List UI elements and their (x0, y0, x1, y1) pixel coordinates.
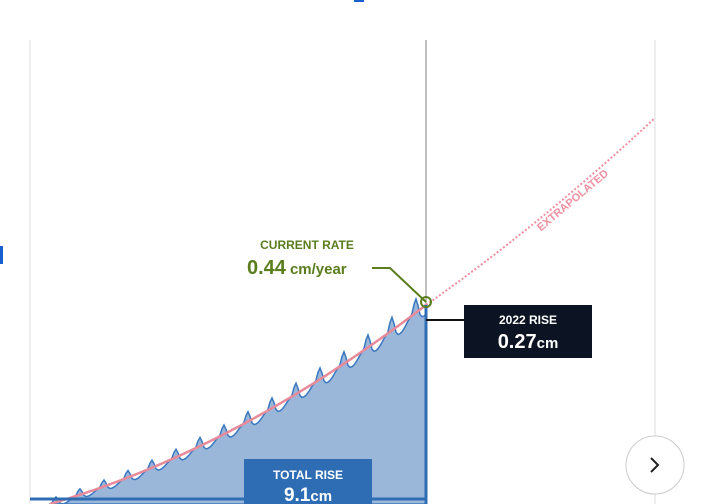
total-rise-number: 9.1 (284, 485, 311, 504)
total-rise-unit: cm (310, 488, 332, 504)
rise-2022-box (464, 305, 592, 358)
partial-icon (354, 0, 364, 2)
rise-2022-label: 2022 RISE (499, 313, 557, 327)
rate-number: 0.44 (247, 257, 287, 279)
extrapolated-line (425, 117, 656, 306)
rate-marker (420, 296, 432, 308)
total-rise-value: 9.1cm (284, 485, 332, 504)
rise-2022-number: 0.27 (498, 331, 537, 353)
trend-line (49, 304, 427, 504)
extrapolated-label: EXTRAPOLATED (535, 167, 611, 233)
next-button-circle[interactable] (625, 435, 685, 495)
next-arrow[interactable] (650, 457, 660, 473)
total-rise-label: TOTAL RISE (273, 468, 343, 482)
rise-2022-value: 0.27cm (498, 331, 559, 353)
rise-2022-unit: cm (537, 335, 559, 352)
rate-connector (372, 267, 427, 303)
rate-unit: cm/year (290, 261, 347, 278)
rate-label: CURRENT RATE (260, 238, 354, 252)
rate-value: 0.44 cm/year (247, 257, 347, 279)
total-rise-box (244, 459, 372, 504)
partial-indicator (0, 246, 3, 264)
next-button[interactable] (625, 435, 685, 495)
